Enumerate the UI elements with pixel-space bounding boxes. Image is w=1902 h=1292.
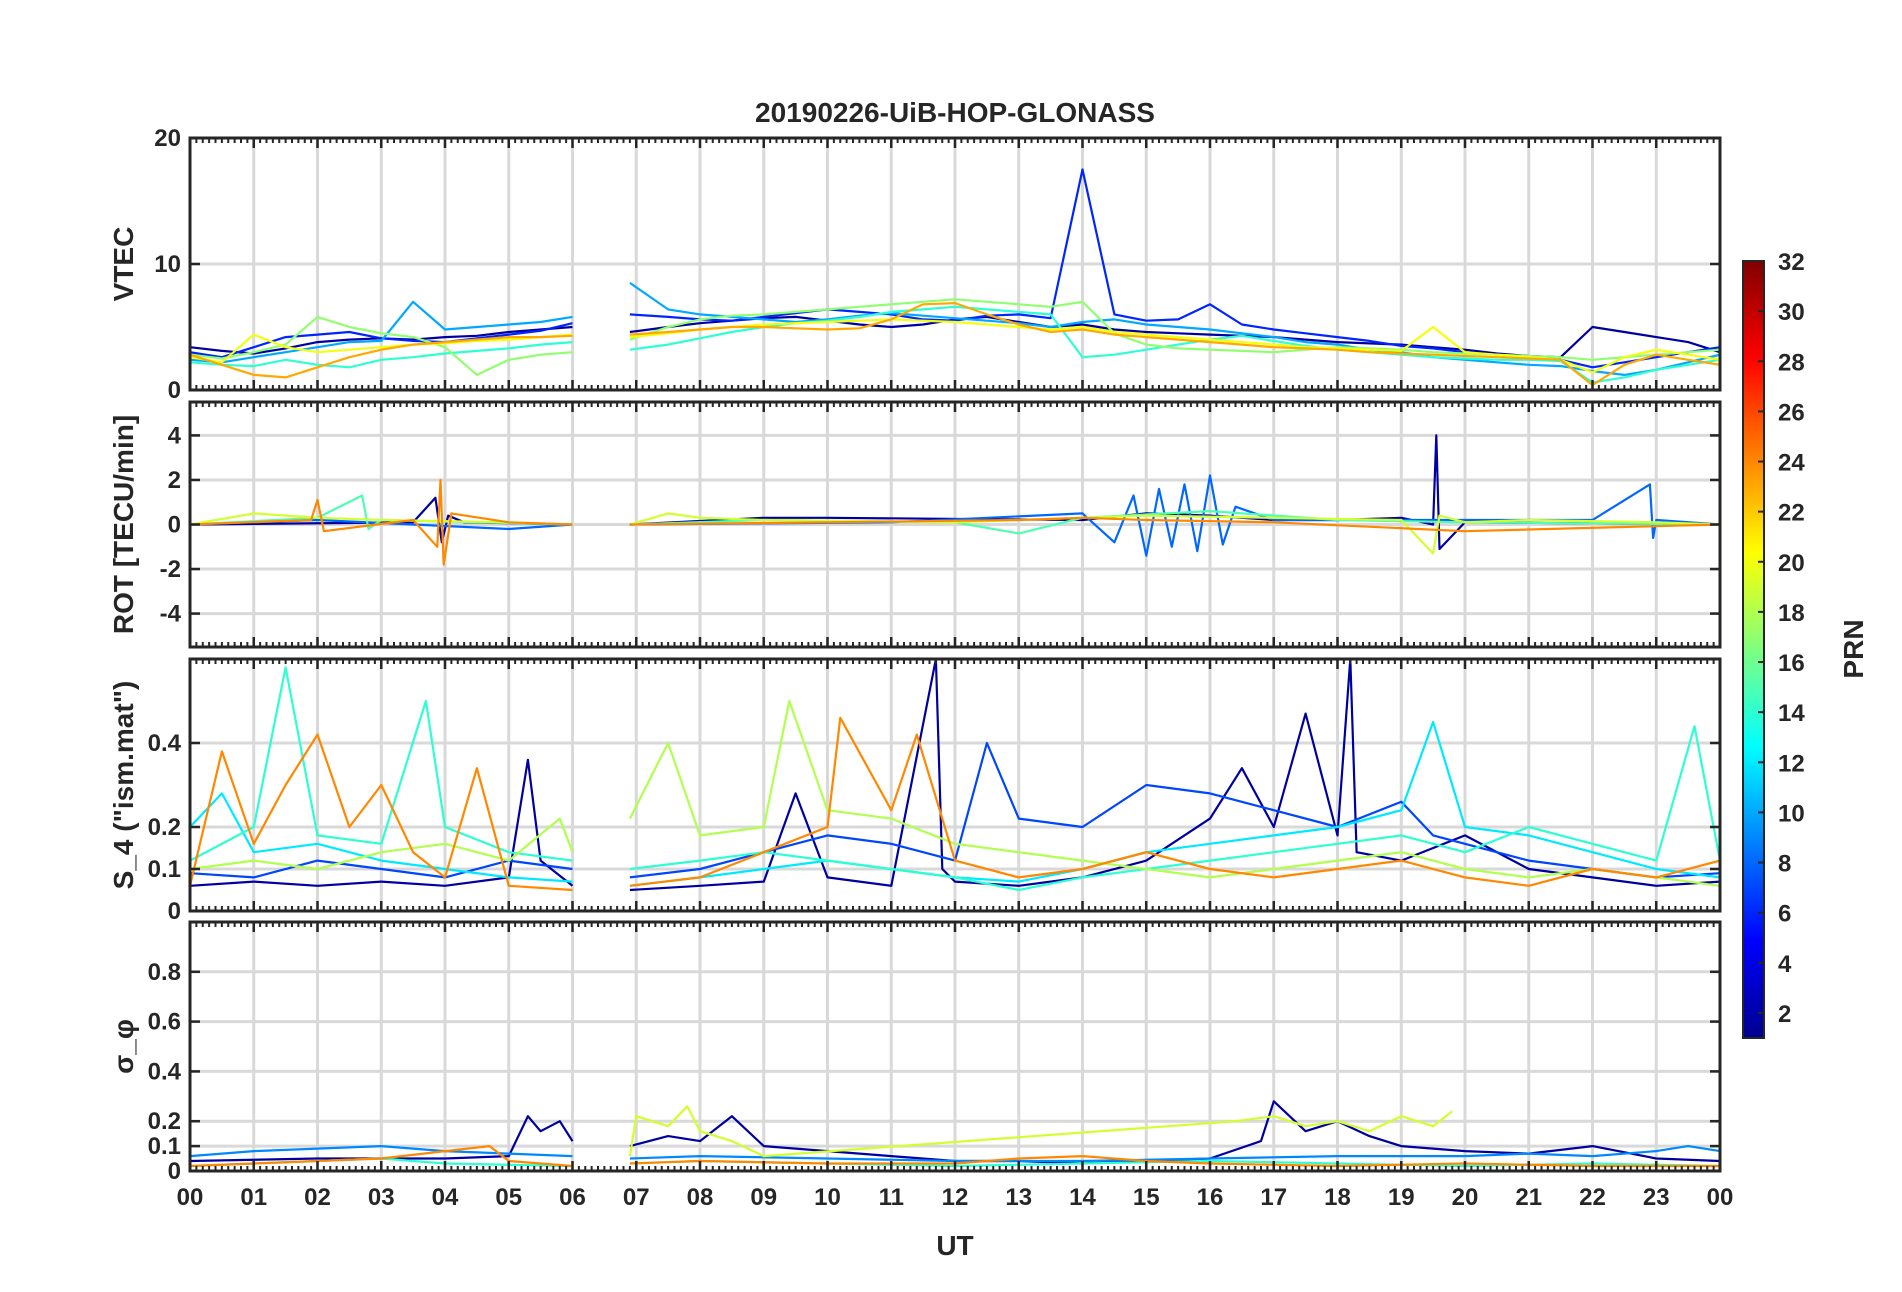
s4-y-tick-label: 0.2 [148,814,181,841]
s4-series-prn-14 [190,666,1720,892]
x-tick-label: 12 [942,1184,969,1211]
vtec-series-prn-23 [190,302,1720,387]
vtec-series-group [190,168,1720,387]
s4-y-axis-label: S_4 ("ism.mat") [108,681,139,890]
x-tick-label: 13 [1005,1184,1032,1211]
x-tick-label: 05 [495,1184,522,1211]
x-tick-label: 22 [1579,1184,1606,1211]
x-tick-label: 10 [814,1184,841,1211]
colorbar-label: PRN [1838,619,1869,678]
vtec-series-prn-17 [190,298,1720,376]
x-tick-label: 15 [1133,1184,1160,1211]
rot-y-axis-label: ROT [TECU/min] [108,415,139,634]
x-axis-label: UT [936,1230,973,1261]
x-tick-label: 16 [1197,1184,1224,1211]
vtec-series-prn-10 [190,281,1720,376]
sigma_phi-series-group [190,1100,1720,1168]
x-tick-label: 21 [1515,1184,1542,1211]
s4-y-tick-label: 0.1 [148,856,181,883]
colorbar-tick-label: 22 [1778,500,1805,527]
vtec-y-tick-label: 0 [168,377,181,404]
colorbar-tick-label: 6 [1778,901,1791,928]
s4-series-group [190,659,1720,892]
sigma_phi-series-prn-9 [190,1145,1720,1163]
colorbar-tick-label: 10 [1778,800,1805,827]
sigma_phi-series-prn-24 [190,1145,1720,1168]
x-tick-label: 00 [177,1184,204,1211]
x-tick-label: 09 [750,1184,777,1211]
colorbar-tick-label: 14 [1778,700,1805,727]
sigma_phi-y-tick-label: 0.1 [148,1133,181,1160]
rot-series-group [190,434,1720,566]
x-tick-label: 03 [368,1184,395,1211]
colorbar-tick-label: 32 [1778,249,1805,276]
x-tick-label: 00 [1707,1184,1734,1211]
x-tick-labels: 00 01 02 03 04 05 06 07 08 09 10 11 12 13 14 15 16 17 18 19… [177,1184,1734,1211]
colorbar-tick-label: 26 [1778,399,1805,426]
panel-s4: 0 0.1 0.2 0.4 S_4 ("ism.mat") [108,657,1722,925]
x-tick-label: 01 [240,1184,267,1211]
x-tick-label: 23 [1643,1184,1670,1211]
s4-y-tick-label: 0 [168,898,181,925]
colorbar-tick-label: 16 [1778,650,1805,677]
x-tick-label: 06 [559,1184,586,1211]
vtec-y-tick-label: 20 [154,125,181,152]
s4-y-tick-label: 0.4 [148,730,182,757]
rot-series-prn-24 [190,478,1720,566]
vtec-y-tick-label: 10 [154,251,181,278]
colorbar-tick-label: 24 [1778,450,1805,477]
s4-series-prn-24 [190,716,1720,892]
s4-series-prn-18 [190,699,1720,887]
colorbar-gradient [1742,260,1765,1039]
panel-vtec: 0 10 20 VTEC [108,125,1722,404]
colorbar-tick-label: 2 [1778,1001,1791,1028]
s4-series-prn-2 [190,659,1720,892]
panel-rot: -4 -2 0 2 4 ROT [TECU/min] [108,400,1722,649]
sigma_phi-y-axis-label: σ_φ [108,1019,139,1074]
vtec-y-axis-label: VTEC [108,227,139,302]
sigma_phi-y-tick-label: 0 [168,1158,181,1185]
x-tick-label: 19 [1388,1184,1415,1211]
chart-title: 20190226-UiB-HOP-GLONASS [755,97,1155,128]
sigma_phi-y-tick-label: 0.8 [148,959,181,986]
rot-y-tick-label: 2 [168,467,181,494]
x-tick-label: 11 [879,1184,904,1211]
x-tick-label: 02 [304,1184,331,1211]
rot-y-tick-label: 4 [168,422,182,449]
rot-y-tick-label: -2 [160,556,181,583]
colorbar-tick-label: 20 [1778,550,1805,577]
x-tick-label: 04 [432,1184,459,1211]
x-tick-label: 08 [687,1184,714,1211]
sigma_phi-series-prn-19 [628,1105,1453,1158]
colorbar-tick-label: 28 [1778,349,1805,376]
colorbar-tick-label: 4 [1778,951,1792,978]
x-tick-label: 17 [1260,1184,1287,1211]
rot-y-tick-label: -4 [160,601,182,628]
colorbar-tick-label: 12 [1778,750,1805,777]
colorbar-tick-label: 8 [1778,851,1791,878]
sigma_phi-y-tick-label: 0.2 [148,1108,181,1135]
x-tick-label: 20 [1452,1184,1479,1211]
panel-sigma_phi: 00.10.2 0.4 0.6 0.8 σ_φ [108,920,1722,1185]
colorbar-tick-label: 18 [1778,600,1805,627]
sigma_phi-y-tick-label: 0.6 [148,1009,181,1036]
x-tick-label: 18 [1324,1184,1351,1211]
rot-y-tick-label: 0 [168,512,181,539]
x-tick-label: 07 [623,1184,650,1211]
sigma_phi-y-tick-label: 0.4 [148,1058,182,1085]
colorbar-tick-label: 30 [1778,299,1805,326]
x-tick-label: 14 [1069,1184,1096,1211]
